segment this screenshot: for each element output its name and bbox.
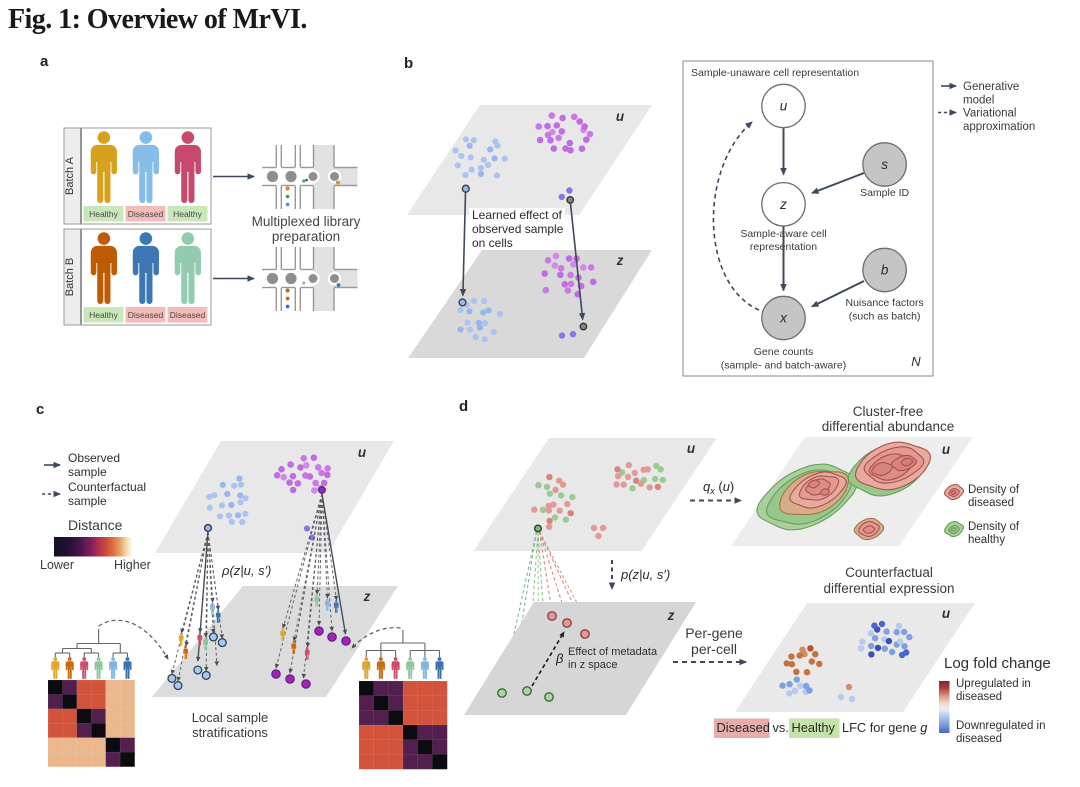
svg-text:Diseased: Diseased [717, 720, 770, 735]
svg-text:z: z [363, 589, 371, 604]
svg-text:u: u [687, 441, 696, 456]
svg-text:s: s [881, 157, 888, 172]
svg-text:Upregulated in: Upregulated in [956, 678, 1031, 690]
svg-text:Healthy: Healthy [89, 209, 119, 219]
svg-text:Diseased: Diseased [128, 310, 164, 320]
svg-text:a: a [40, 53, 49, 70]
svg-text:ρ(z|u, s′): ρ(z|u, s′) [221, 563, 271, 578]
svg-text:Higher: Higher [114, 558, 151, 572]
svg-text:healthy: healthy [968, 534, 1005, 546]
svg-text:b: b [881, 263, 889, 278]
svg-text:diseased: diseased [956, 733, 1002, 745]
svg-text:(such as batch): (such as batch) [849, 311, 921, 323]
svg-text:Lower: Lower [40, 558, 74, 572]
svg-text:Sample ID: Sample ID [860, 187, 909, 199]
svg-text:sample: sample [68, 465, 107, 479]
svg-text:qx (u): qx (u) [703, 479, 734, 496]
svg-text:Batch B: Batch B [64, 258, 76, 297]
svg-text:Sample-unaware cell representa: Sample-unaware cell representation [691, 67, 859, 79]
svg-text:u: u [358, 445, 367, 460]
svg-text:observed sample: observed sample [472, 222, 564, 236]
svg-text:(sample- and batch-aware): (sample- and batch-aware) [721, 360, 846, 372]
svg-text:u: u [942, 606, 951, 621]
svg-text:per-cell: per-cell [691, 641, 737, 657]
svg-text:Batch A: Batch A [64, 156, 76, 195]
svg-text:representation: representation [750, 241, 817, 253]
svg-text:diseased: diseased [956, 691, 1002, 703]
svg-text:Log fold change: Log fold change [944, 655, 1051, 672]
svg-text:Counterfactual: Counterfactual [68, 480, 146, 494]
svg-text:u: u [616, 109, 625, 124]
svg-text:Healthy: Healthy [173, 209, 203, 219]
svg-text:Density of: Density of [968, 521, 1020, 533]
svg-text:LFC for gene g: LFC for gene g [842, 720, 927, 735]
svg-text:Density of: Density of [968, 484, 1020, 496]
svg-text:p(z|u, s′): p(z|u, s′) [620, 567, 670, 582]
svg-text:β: β [555, 651, 564, 666]
svg-text:z: z [616, 253, 624, 268]
svg-text:Generative: Generative [963, 81, 1019, 93]
svg-text:vs.: vs. [773, 720, 789, 735]
svg-text:Multiplexed library: Multiplexed library [252, 214, 361, 229]
svg-text:approximation: approximation [963, 121, 1035, 133]
svg-text:Fig. 1: Overview of MrVI.: Fig. 1: Overview of MrVI. [8, 4, 307, 35]
svg-text:diseased: diseased [968, 497, 1014, 509]
svg-text:Effect of metadata: Effect of metadata [568, 646, 658, 658]
svg-text:Healthy: Healthy [89, 310, 119, 320]
svg-text:Cluster-free: Cluster-free [853, 404, 924, 419]
svg-text:on cells: on cells [472, 236, 513, 250]
svg-text:differential expression: differential expression [823, 581, 954, 596]
svg-text:Healthy: Healthy [792, 720, 836, 735]
svg-text:c: c [36, 401, 44, 418]
svg-text:Nuisance factors: Nuisance factors [845, 297, 923, 309]
svg-text:model: model [963, 95, 994, 107]
svg-text:differential abundance: differential abundance [822, 419, 955, 434]
svg-text:Observed: Observed [68, 451, 120, 465]
svg-text:Diseased: Diseased [170, 310, 206, 320]
svg-text:Distance: Distance [68, 517, 123, 533]
svg-text:z: z [779, 197, 787, 212]
svg-text:d: d [459, 398, 468, 415]
svg-text:Learned effect of: Learned effect of [472, 208, 563, 222]
svg-text:sample: sample [68, 494, 107, 508]
svg-text:Gene counts: Gene counts [754, 346, 814, 358]
svg-text:N: N [911, 354, 921, 369]
svg-text:b: b [404, 55, 413, 72]
svg-text:u: u [942, 442, 951, 457]
svg-text:in z space: in z space [568, 659, 618, 671]
svg-text:Diseased: Diseased [128, 209, 164, 219]
svg-text:Downregulated in: Downregulated in [956, 720, 1046, 732]
svg-text:preparation: preparation [272, 229, 340, 244]
svg-text:Local sample: Local sample [192, 710, 269, 725]
svg-text:Sample-aware cell: Sample-aware cell [740, 228, 826, 240]
svg-text:x: x [779, 311, 788, 326]
svg-text:Counterfactual: Counterfactual [845, 565, 933, 580]
svg-text:Variational: Variational [963, 108, 1017, 120]
svg-text:u: u [780, 99, 788, 114]
svg-text:Per-gene: Per-gene [685, 625, 743, 641]
svg-text:stratifications: stratifications [192, 725, 268, 740]
svg-text:z: z [667, 608, 675, 623]
